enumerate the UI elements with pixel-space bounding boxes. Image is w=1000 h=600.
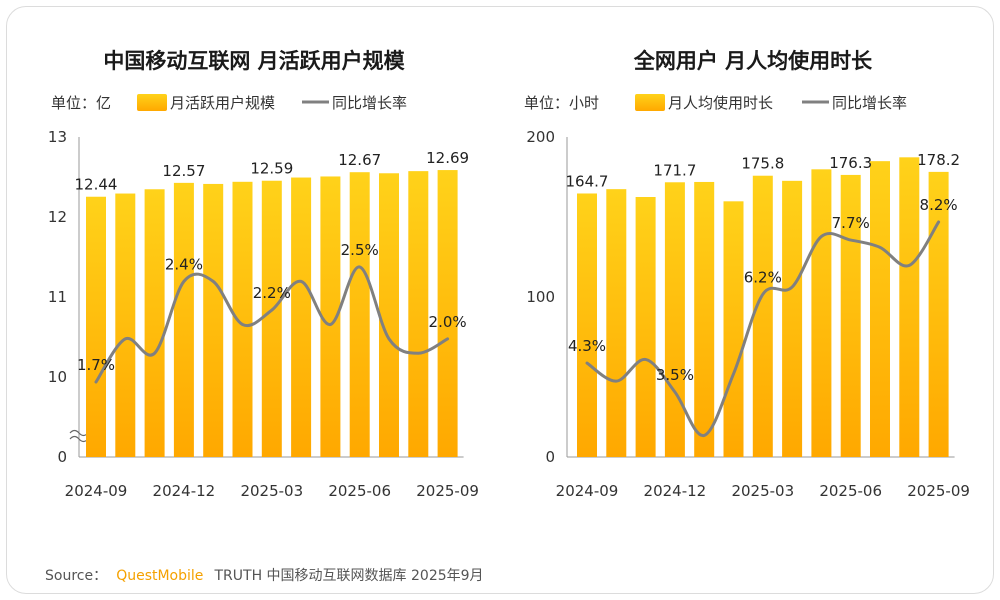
left-bar xyxy=(349,172,370,457)
right-bar xyxy=(606,189,627,457)
left-growth-rate-label: 2.0% xyxy=(429,313,467,331)
right-growth-line xyxy=(585,220,941,437)
right-x-tick-label: 2025-03 xyxy=(731,482,794,500)
left-bar xyxy=(173,182,194,457)
right-bar xyxy=(577,193,597,458)
source-prefix: Source： xyxy=(45,568,107,584)
left-y-tick-label: 11 xyxy=(48,288,67,306)
right-unit-label: 单位：小时 xyxy=(524,94,599,112)
left-axis-break-mark xyxy=(69,435,89,443)
right-bar-value-label: 164.7 xyxy=(566,172,609,190)
left-bar xyxy=(437,170,458,458)
left-axis-break-mark xyxy=(69,429,89,437)
right-bar-value-label: 176.3 xyxy=(829,154,872,172)
left-bar xyxy=(261,180,282,457)
left-x-tick-label: 2024-09 xyxy=(65,482,128,500)
right-growth-rate-label: 7.7% xyxy=(832,214,870,232)
left-growth-rate-label: 1.7% xyxy=(77,356,115,374)
right-growth-rate-label: 3.5% xyxy=(656,366,694,384)
left-x-tick-label: 2025-03 xyxy=(240,482,303,500)
right-bar-value-label: 175.8 xyxy=(741,155,784,173)
left-y-tick-label: 13 xyxy=(48,128,67,146)
right-y-tick-label: 200 xyxy=(526,128,555,146)
right-bar-value-label: 178.2 xyxy=(917,151,960,169)
left-bar xyxy=(144,189,165,457)
left-bar xyxy=(379,173,399,457)
right-growth-rate-label: 4.3% xyxy=(568,337,606,355)
left-bar xyxy=(203,183,224,457)
left-bar xyxy=(291,177,312,458)
left-bar xyxy=(86,196,106,457)
right-bar xyxy=(635,197,656,457)
right-bar xyxy=(870,161,890,457)
right-x-tick-label: 2025-09 xyxy=(907,482,970,500)
left-line-legend-label: 同比增长率 xyxy=(332,94,407,112)
right-bar xyxy=(752,175,773,457)
left-chart-title: 中国移动互联网 月活跃用户规模 xyxy=(103,49,405,73)
right-bar-value-label: 171.7 xyxy=(653,161,696,179)
left-y-tick-label: 0 xyxy=(57,448,67,466)
right-bar xyxy=(694,181,715,457)
right-bar-legend-label: 月人均使用时长 xyxy=(668,94,773,112)
source-brand: QuestMobile xyxy=(116,568,203,584)
right-bar-legend-swatch xyxy=(635,94,665,111)
left-growth-rate-label: 2.5% xyxy=(341,241,379,259)
left-bar xyxy=(320,176,341,457)
left-plot: 13 12 11 10 0 2024-09 2024-12 2025-03 2025-06 202… xyxy=(48,128,479,500)
right-x-tick-label: 2025-06 xyxy=(819,482,882,500)
right-growth-rate-label: 8.2% xyxy=(920,196,958,214)
left-bar-value-label: 12.67 xyxy=(338,151,381,169)
right-bar xyxy=(664,182,685,457)
left-bar xyxy=(115,193,136,458)
right-bar xyxy=(928,171,949,457)
right-chart-title: 全网用户 月人均使用时长 xyxy=(633,49,873,73)
left-bar-legend-label: 月活跃用户规模 xyxy=(170,94,275,112)
source-suffix: TRUTH 中国移动互联网数据库 2025年9月 xyxy=(214,568,484,584)
right-x-tick-label: 2024-09 xyxy=(556,482,619,500)
left-bar-legend-swatch xyxy=(137,94,167,111)
chart-card: 中国移动互联网 月活跃用户规模 单位：亿 月活跃用户规模 同比增长率 全网用户 … xyxy=(6,6,994,594)
left-bar-value-label: 12.57 xyxy=(162,162,205,180)
left-bar xyxy=(408,171,429,457)
right-x-tick-label: 2024-12 xyxy=(644,482,707,500)
right-bar xyxy=(782,180,803,457)
source-note: Source： QuestMobile TRUTH 中国移动互联网数据库 202… xyxy=(45,565,484,584)
left-y-tick-label: 10 xyxy=(48,368,67,386)
chart-canvas: 中国移动互联网 月活跃用户规模 单位：亿 月活跃用户规模 同比增长率 全网用户 … xyxy=(45,49,970,584)
left-growth-line xyxy=(94,265,450,384)
left-bar-value-label: 12.44 xyxy=(75,176,118,194)
left-unit-label: 单位：亿 xyxy=(51,94,111,112)
right-bar xyxy=(899,157,920,457)
left-bar-value-label: 12.69 xyxy=(426,149,469,167)
right-line-legend-label: 同比增长率 xyxy=(832,94,907,112)
right-y-tick-label: 100 xyxy=(526,288,555,306)
right-bar xyxy=(811,169,832,457)
left-growth-rate-label: 2.2% xyxy=(253,284,291,302)
left-x-tick-label: 2025-09 xyxy=(416,482,479,500)
left-bar xyxy=(232,181,253,458)
right-bar xyxy=(840,174,861,458)
right-y-tick-label: 0 xyxy=(545,448,555,466)
right-bar xyxy=(723,201,744,457)
left-bar-value-label: 12.59 xyxy=(250,160,293,178)
left-x-tick-label: 2025-06 xyxy=(328,482,391,500)
left-y-tick-label: 12 xyxy=(48,208,67,226)
left-x-tick-label: 2024-12 xyxy=(153,482,216,500)
left-growth-rate-label: 2.4% xyxy=(165,255,203,273)
right-growth-rate-label: 6.2% xyxy=(744,268,782,286)
